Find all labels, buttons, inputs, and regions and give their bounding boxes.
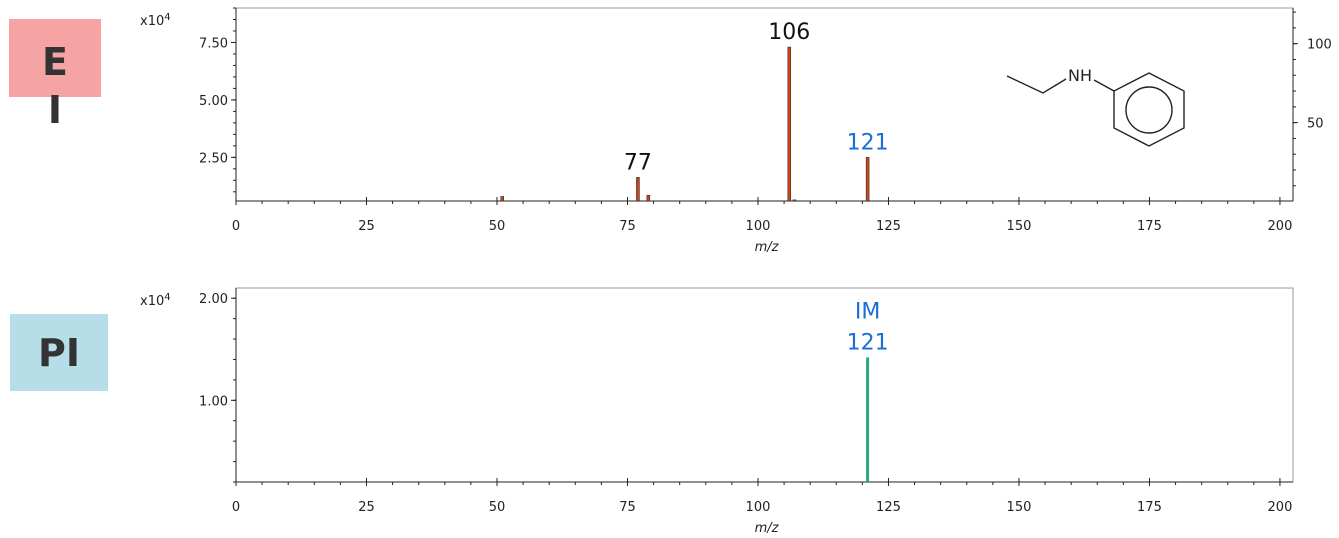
panel-label: PI bbox=[38, 330, 80, 375]
y2-tick-label: 100 bbox=[1307, 38, 1332, 53]
peak-label: 121 bbox=[847, 130, 889, 155]
x-tick-label: 125 bbox=[876, 219, 901, 234]
y-tick-label: 1.00 bbox=[199, 394, 228, 409]
y-tick-label: 2.50 bbox=[199, 151, 228, 166]
multiplier-base: x10 bbox=[140, 14, 164, 29]
y-multiplier: x104 bbox=[140, 292, 171, 309]
x-tick-label: 200 bbox=[1268, 219, 1293, 234]
x-tick-label: 150 bbox=[1007, 219, 1032, 234]
multiplier-exponent: 4 bbox=[164, 292, 170, 303]
x-tick-label: 100 bbox=[746, 500, 771, 515]
y-tick-label: 5.00 bbox=[199, 94, 228, 109]
panel-box: PI bbox=[10, 314, 108, 391]
x-tick-label: 75 bbox=[619, 500, 636, 515]
multiplier-exponent: 4 bbox=[164, 12, 170, 23]
x-axis-label: m/z bbox=[755, 521, 780, 536]
peak bbox=[787, 46, 792, 202]
peak-label: 106 bbox=[768, 20, 810, 45]
x-tick-label: 50 bbox=[489, 500, 506, 515]
x-tick-label: 125 bbox=[876, 500, 901, 515]
peak bbox=[646, 195, 651, 202]
panel-box: EI bbox=[9, 19, 101, 132]
ring-circle bbox=[1125, 86, 1173, 134]
x-tick-label: 0 bbox=[232, 219, 240, 234]
x-tick-label: 25 bbox=[358, 219, 375, 234]
structure-label: NH bbox=[1068, 66, 1092, 85]
y-tick-label: 2.00 bbox=[199, 292, 228, 307]
x-tick-label: 150 bbox=[1007, 500, 1032, 515]
y-tick-label: 7.50 bbox=[199, 36, 228, 51]
x-axis-label: m/z bbox=[755, 240, 780, 255]
peak-label: 77 bbox=[624, 150, 652, 175]
multiplier-base: x10 bbox=[140, 294, 164, 309]
y2-tick-label: 50 bbox=[1307, 117, 1324, 132]
y-multiplier: x104 bbox=[140, 12, 171, 29]
n-bond bbox=[1093, 79, 1115, 92]
peak bbox=[866, 357, 870, 482]
x-tick-label: 50 bbox=[489, 219, 506, 234]
x-tick-label: 0 bbox=[232, 500, 240, 515]
plot-frame bbox=[235, 287, 1294, 483]
structure bbox=[1006, 72, 1185, 147]
peak-label: 121 bbox=[847, 330, 889, 355]
x-tick-label: 175 bbox=[1137, 500, 1162, 515]
x-tick-label: 25 bbox=[358, 500, 375, 515]
x-tick-label: 175 bbox=[1137, 219, 1162, 234]
x-tick-label: 200 bbox=[1268, 500, 1293, 515]
ring bbox=[1113, 72, 1185, 147]
peak bbox=[500, 196, 504, 202]
peak bbox=[636, 177, 640, 202]
x-tick-label: 100 bbox=[746, 219, 771, 234]
peak bbox=[865, 157, 870, 202]
x-tick-label: 75 bbox=[619, 219, 636, 234]
plot-frame bbox=[235, 7, 1294, 202]
peak bbox=[792, 199, 797, 202]
ethyl-bond bbox=[1006, 75, 1067, 94]
peak-label: IM bbox=[855, 299, 880, 324]
panel-label: EI bbox=[42, 40, 68, 132]
